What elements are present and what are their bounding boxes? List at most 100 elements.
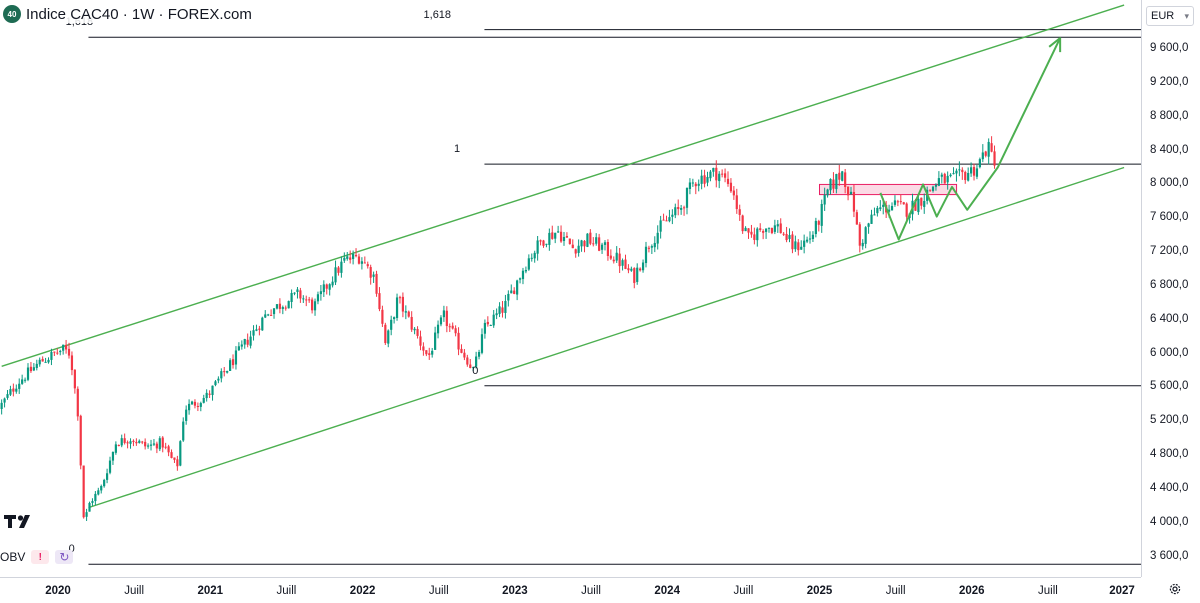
reload-icon[interactable]: ↻ (55, 550, 74, 564)
candle-body (325, 284, 328, 289)
candle-body (838, 172, 841, 180)
candle (893, 195, 897, 207)
candle (931, 185, 935, 193)
candle-body (100, 485, 103, 491)
projection-line[interactable] (879, 37, 1062, 241)
candle (193, 399, 197, 409)
candle-body (401, 296, 405, 312)
zone-rectangle[interactable] (819, 183, 958, 196)
candle-body (457, 332, 460, 350)
candle-body (770, 228, 774, 234)
candle-body (545, 243, 548, 245)
candle-body (589, 232, 592, 244)
projection-arrowhead[interactable] (1048, 37, 1062, 53)
price-chart[interactable] (0, 0, 1141, 577)
time-axis[interactable]: 2020 Juill 2021 Juill 2022 Juill 2023 Juill 2024… (0, 577, 1141, 603)
currency-selector[interactable]: EUR ▾ (1146, 6, 1194, 26)
candle (972, 163, 976, 181)
candle (117, 444, 120, 447)
year-tick-label: 2022 (349, 585, 376, 597)
channel-upper-line[interactable] (1, 4, 1125, 368)
candle (934, 183, 938, 191)
price-axis[interactable]: 9 600,0 9 200,0 8 800,0 8 400,0 8 000,0 7 600… (1141, 0, 1200, 577)
candle-body (691, 182, 694, 184)
month-tick-label: Juill (276, 585, 297, 597)
candle-body (732, 190, 735, 196)
candle (501, 301, 504, 318)
candle (398, 295, 402, 304)
candle-body (776, 224, 779, 227)
candle (436, 320, 440, 339)
gear-icon[interactable] (1168, 582, 1182, 596)
candle (838, 164, 841, 186)
candle-body (375, 273, 378, 294)
candle (480, 328, 484, 355)
candle (308, 296, 311, 303)
candle-body (773, 225, 776, 232)
channel-lower-line[interactable] (88, 166, 1125, 509)
candle-body (870, 214, 873, 224)
candle-body (937, 178, 940, 186)
candle-body (958, 169, 961, 171)
candle (668, 209, 671, 223)
candle (9, 385, 12, 397)
candle-body (680, 208, 683, 210)
candle-body (735, 195, 738, 210)
candle (533, 250, 536, 263)
candle (580, 239, 583, 252)
candle-body (524, 270, 528, 272)
candle-body (788, 235, 791, 239)
candle-body (656, 232, 659, 244)
candle-body (270, 314, 273, 316)
candle (428, 347, 431, 360)
candle (814, 217, 817, 238)
candle (633, 267, 636, 289)
candle-body (240, 344, 243, 347)
candle (548, 228, 551, 251)
resistance-zone[interactable] (819, 183, 958, 196)
candle (603, 240, 607, 251)
projection-path[interactable] (879, 37, 1062, 241)
candle (64, 339, 68, 354)
candle (785, 226, 788, 243)
candle (15, 384, 18, 394)
candle-body (434, 332, 437, 350)
candle-body (928, 189, 932, 191)
candle-body (193, 401, 197, 406)
candle-body (518, 278, 522, 280)
parallel-channel[interactable] (1, 4, 1125, 509)
candle (375, 270, 378, 297)
candle-body (316, 294, 320, 302)
candle-body (559, 231, 563, 242)
chart-title[interactable]: Indice CAC40 · 1W · FOREX.com (26, 5, 252, 23)
candle-body (659, 220, 662, 232)
candle-body (264, 314, 267, 318)
fib-level-label: 1,618 (423, 8, 452, 21)
obv-label[interactable]: OBV (0, 550, 26, 564)
candle-body (387, 330, 390, 344)
candle (381, 305, 384, 327)
fibonacci-retracement[interactable] (88, 29, 1141, 565)
candle-body (384, 324, 387, 344)
candle-body (955, 170, 958, 174)
candle (144, 438, 147, 450)
candle (152, 439, 156, 447)
candle-body (164, 446, 167, 448)
candle (542, 239, 545, 248)
candle (3, 397, 6, 408)
candle-body (744, 227, 747, 232)
tradingview-logo[interactable] (4, 512, 36, 535)
candle-body (943, 173, 946, 184)
candle-body (580, 240, 583, 247)
candle-body (712, 167, 715, 172)
candle-body (287, 301, 290, 309)
candle (618, 248, 621, 274)
price-tick-label: 6 400,0 (1150, 312, 1189, 325)
candle (293, 292, 296, 296)
obv-indicator-legend[interactable]: OBV ! ↻ (0, 550, 74, 564)
candle (76, 386, 79, 421)
warning-icon[interactable]: ! (31, 550, 50, 564)
chart-legend[interactable]: 40 Indice CAC40 · 1W · FOREX.com (3, 5, 256, 23)
candle (984, 150, 987, 158)
